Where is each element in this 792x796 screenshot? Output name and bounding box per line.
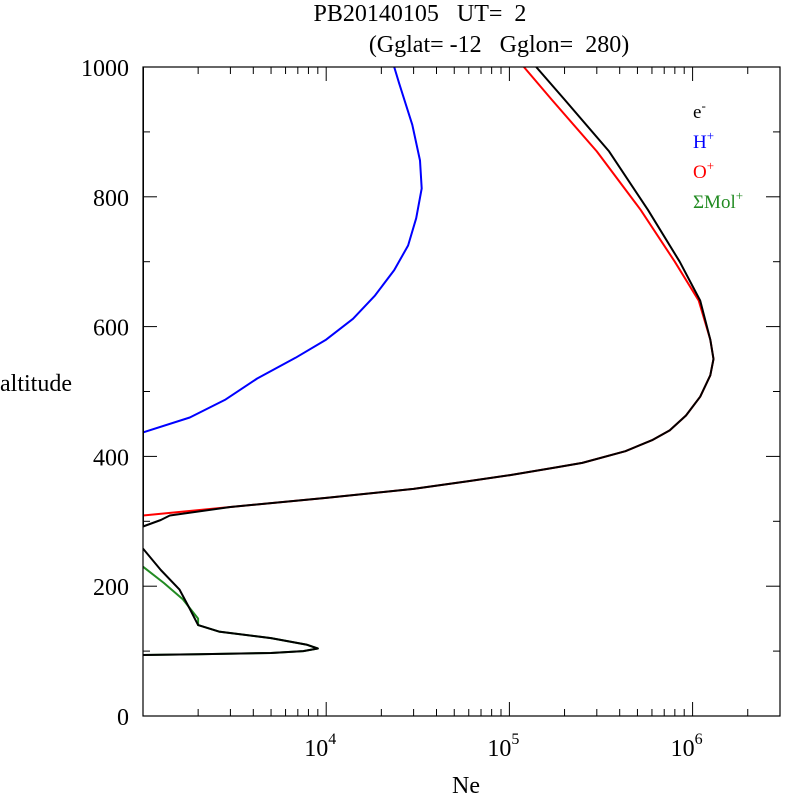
- y-tick-label: 600: [93, 316, 129, 342]
- x-tick-label: 105: [487, 731, 519, 762]
- chart-title-line2: (Gglat= -12 Gglon= 280): [369, 32, 629, 58]
- legend: e- H+ O+ ΣMol+: [693, 98, 743, 213]
- series-line-e-low: [143, 547, 319, 656]
- series-layer: [143, 67, 715, 656]
- x-tick-label: 104: [304, 731, 336, 762]
- axis-layer: 0 200 400 600 800 1000 104 105 106: [81, 56, 781, 762]
- y-tick-label: 400: [93, 445, 129, 471]
- y-tick-label: 1000: [81, 56, 129, 82]
- series-line-o: [143, 67, 715, 517]
- y-tick-label: 800: [93, 186, 129, 212]
- series-line-e: [143, 67, 715, 528]
- legend-item: e-: [693, 98, 706, 123]
- y-tick-label: 0: [117, 705, 129, 731]
- x-tick-label: 106: [671, 731, 703, 762]
- legend-item: O+: [693, 158, 714, 183]
- series-line-h: [143, 67, 423, 434]
- y-axis-label: altitude: [0, 371, 72, 397]
- chart-title-line1: PB20140105 UT= 2: [314, 1, 527, 27]
- x-axis-label: Ne: [452, 773, 480, 796]
- legend-item: H+: [693, 128, 714, 153]
- legend-item: ΣMol+: [693, 188, 743, 213]
- y-tick-label: 200: [93, 575, 129, 601]
